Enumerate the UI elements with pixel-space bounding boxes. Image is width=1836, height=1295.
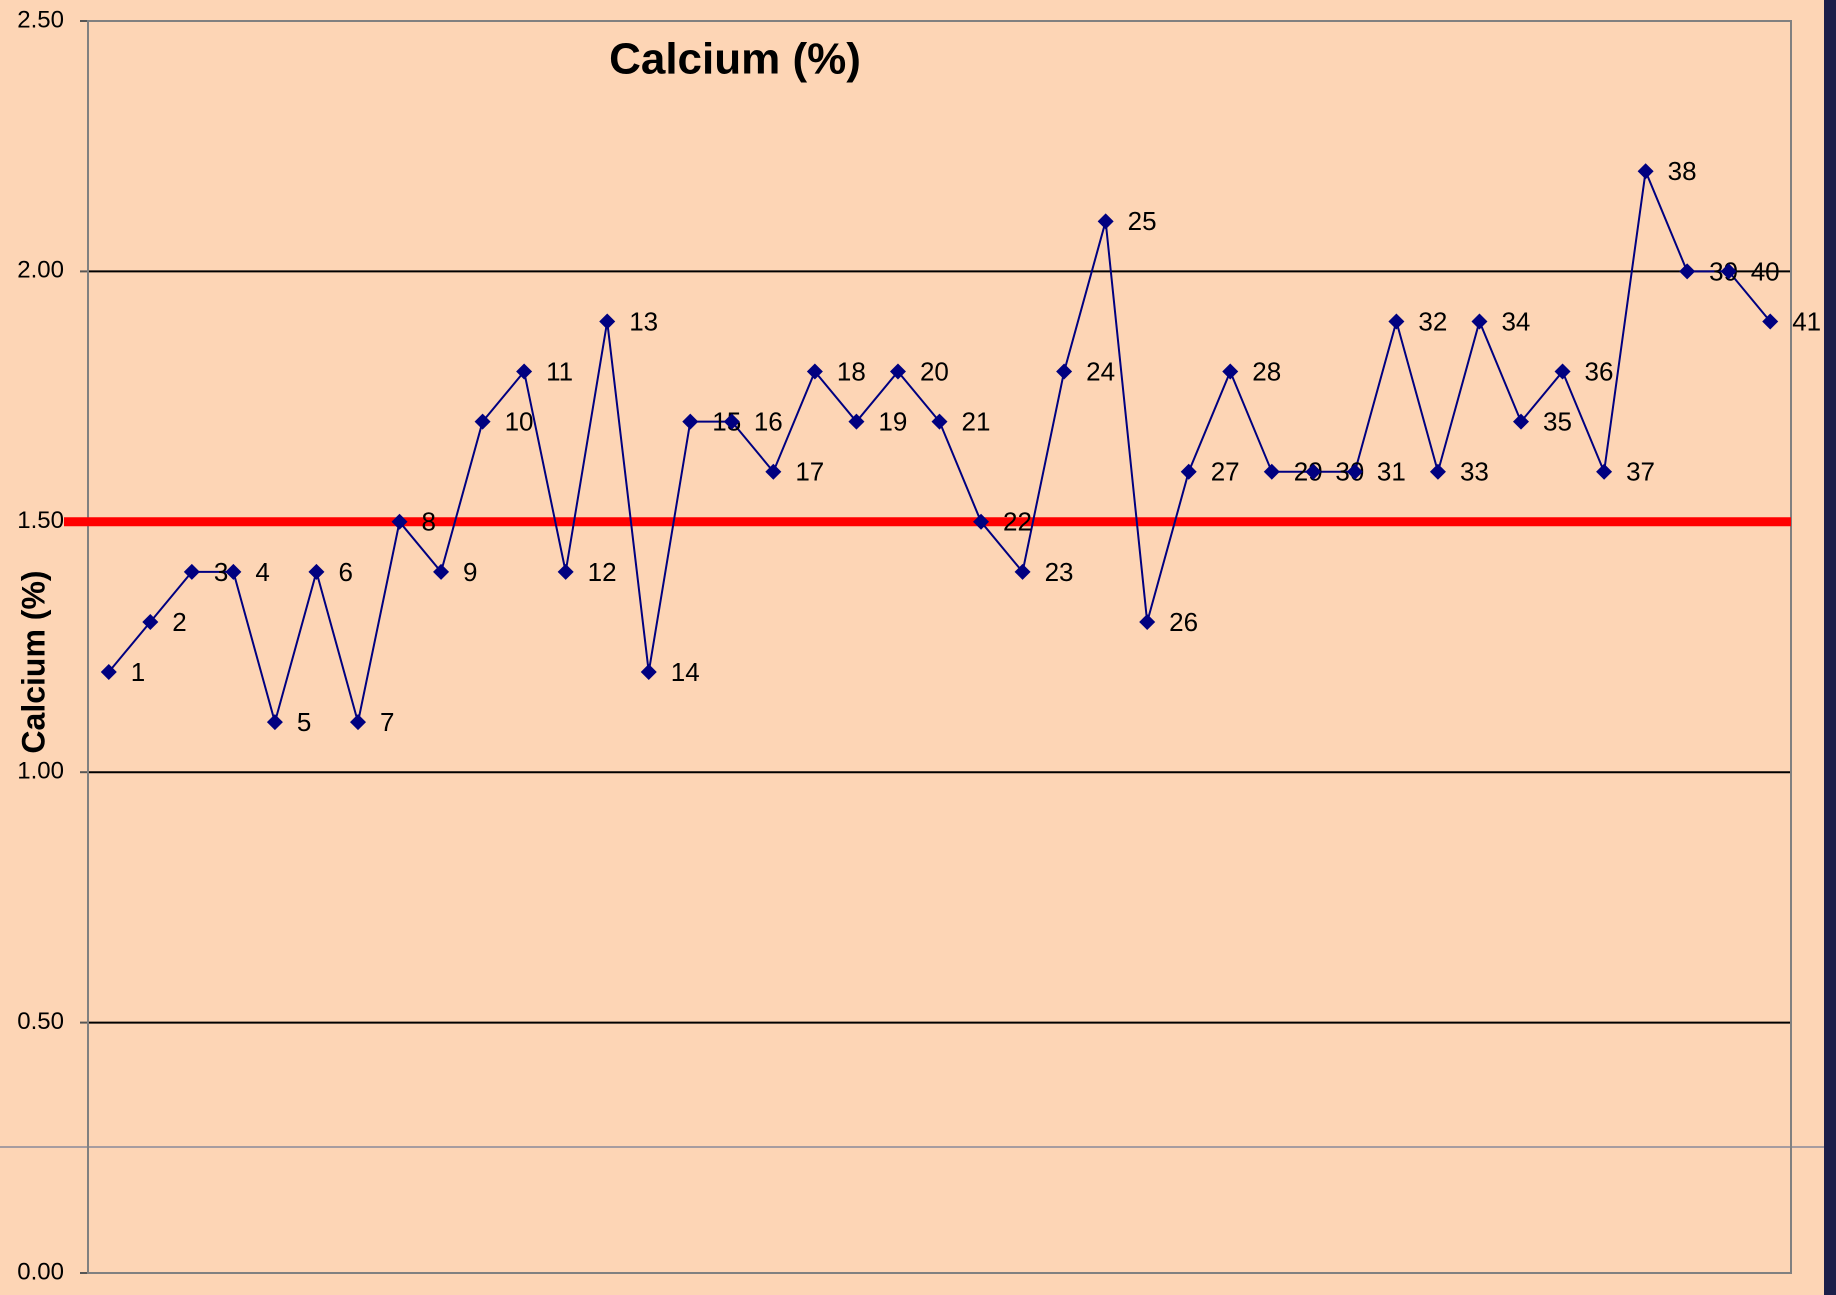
point-label: 23 [1045,557,1074,587]
marker [599,313,616,330]
marker [848,413,865,430]
marker [1513,413,1530,430]
point-label: 9 [463,557,477,587]
point-label: 18 [837,356,866,386]
point-label: 35 [1543,407,1572,437]
marker [1429,463,1446,480]
point-label: 27 [1211,457,1240,487]
y-tick-label: 2.00 [17,257,64,284]
point-label: 25 [1128,206,1157,236]
marker [1762,313,1779,330]
point-label: 17 [795,457,824,487]
point-label: 33 [1460,457,1489,487]
marker [557,563,574,580]
series-line [107,167,1772,726]
marker [806,363,823,380]
point-label: 6 [338,557,352,587]
marker [1637,163,1654,180]
marker [1222,363,1239,380]
point-label: 10 [505,407,534,437]
y-tick-label: 0.50 [17,1008,64,1035]
point-label: 36 [1585,356,1614,386]
marker [1720,263,1737,280]
marker [308,563,325,580]
point-label: 22 [1003,507,1032,537]
point-label: 12 [588,557,617,587]
point-label: 19 [878,407,907,437]
marker [1554,363,1571,380]
point-label: 32 [1418,306,1447,336]
marker [1014,563,1031,580]
point-label: 7 [380,707,394,737]
point-label: 41 [1792,306,1821,336]
marker [931,413,948,430]
marker [1263,463,1280,480]
point-label: 20 [920,356,949,386]
marker [1596,463,1613,480]
marker [391,513,408,530]
point-label: 14 [671,657,700,687]
chart-title: Calcium (%) [609,35,861,84]
marker [889,363,906,380]
marker [1388,313,1405,330]
point-label: 2 [172,607,186,637]
y-axis-label: Calcium (%) [15,570,51,753]
marker [723,413,740,430]
point-label: 37 [1626,457,1655,487]
marker [765,463,782,480]
marker [266,714,283,731]
point-label: 24 [1086,356,1115,386]
point-label: 1 [131,657,145,687]
marker [142,613,159,630]
point-label: 4 [255,557,269,587]
marker [682,413,699,430]
y-tick-label: 0.00 [17,1258,64,1285]
point-label: 38 [1668,156,1697,186]
marker [349,714,366,731]
point-label: 40 [1751,256,1780,286]
point-label: 11 [546,356,573,386]
side-strip [1824,0,1836,1295]
point-label: 3 [214,557,228,587]
marker [183,563,200,580]
point-label: 34 [1501,306,1530,336]
point-label: 8 [422,507,436,537]
marker [225,563,242,580]
marker [973,513,990,530]
point-label: 16 [754,407,783,437]
marker [1679,263,1696,280]
marker [474,413,491,430]
y-tick-label: 2.50 [17,6,64,33]
marker [1056,363,1073,380]
marker [1346,463,1363,480]
point-label: 13 [629,306,658,336]
marker [640,664,657,681]
marker [1305,463,1322,480]
point-label: 5 [297,707,311,737]
marker [1139,613,1156,630]
point-label: 26 [1169,607,1198,637]
point-label: 28 [1252,356,1281,386]
marker [433,563,450,580]
marker [1471,313,1488,330]
y-tick-label: 1.50 [17,507,64,534]
marker [1180,463,1197,480]
y-tick-label: 1.00 [17,758,64,785]
marker [1097,213,1114,230]
marker [100,664,117,681]
plot-border [87,20,1792,1274]
marker [516,363,533,380]
point-label: 31 [1377,457,1406,487]
point-label: 21 [962,407,991,437]
